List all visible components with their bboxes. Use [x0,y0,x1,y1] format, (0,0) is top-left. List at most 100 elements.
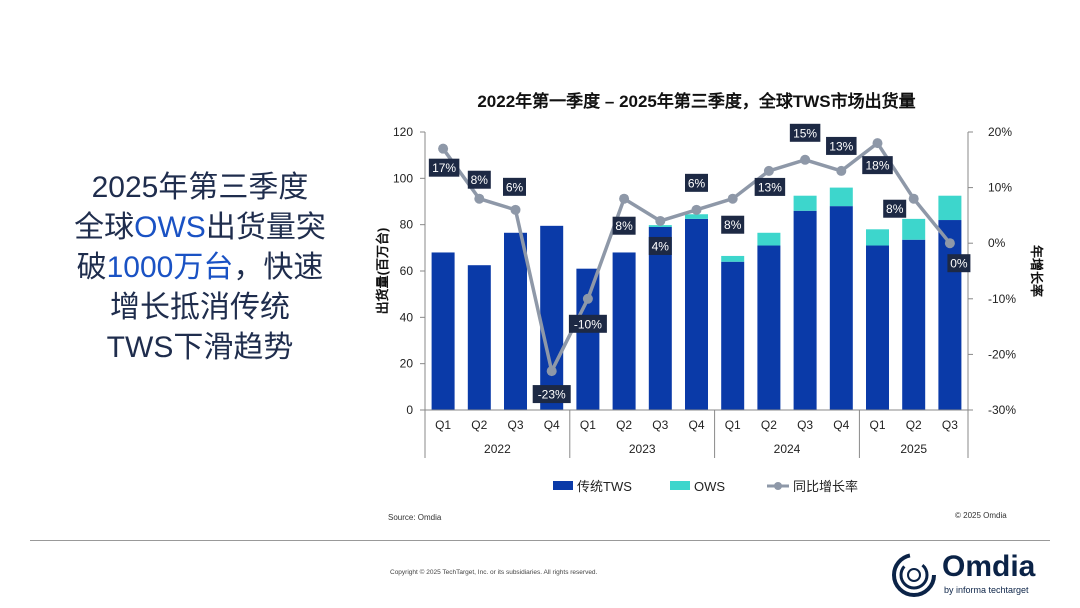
growth-label-box [568,314,607,333]
x-tick-label: Q2 [761,418,777,432]
headline-text: 破 [76,251,107,284]
x-tick-label: Q3 [797,418,813,432]
growth-point [908,193,919,204]
headline-highlight: 1000万台 [106,251,234,284]
bar-tws [612,252,636,410]
growth-point [474,193,485,204]
growth-label: 8% [886,202,904,216]
headline-line: 增长抵消传统 [110,291,290,324]
y-tick-label: 120 [393,125,413,139]
growth-point [763,165,774,176]
bar-ows [685,214,708,219]
growth-point [510,204,521,215]
x-tick-label: Q1 [580,418,596,432]
footer-copyright: Copyright © 2025 TechTarget, Inc. or its… [390,569,598,576]
y-tick-label: 0 [406,403,413,417]
growth-label: 13% [829,139,853,153]
year-label: 2025 [900,442,927,456]
growth-label-box [532,385,571,404]
chart-title: 2022年第一季度 – 2025年第三季度，全球TWS市场出货量 [477,91,915,111]
headline: 2025年第三季度 全球OWS出货量突 破1000万台，快速 增长抵消传统 TW… [40,168,360,368]
growth-label: 17% [432,161,456,175]
growth-label: 8% [724,218,742,232]
growth-point [836,165,847,176]
x-tick-label: Q3 [942,418,958,432]
x-tick-label: Q4 [833,418,849,432]
bar-ows [902,218,926,240]
y2-tick-label: 10% [988,181,1012,195]
y2-tick-label: -10% [988,292,1016,306]
growth-label: 6% [688,176,706,190]
y-tick-label: 60 [400,264,414,278]
y-axis-title: 出货量(百万台) [375,228,390,315]
y2-tick-label: -20% [988,347,1016,361]
x-tick-label: Q1 [435,418,451,432]
legend-swatch [553,481,573,490]
growth-label-box [612,216,636,235]
growth-point [546,366,557,377]
growth-point [691,204,702,215]
bar-tws [431,252,455,410]
y2-tick-label: -30% [988,403,1016,417]
omdia-logo: Omdia by informa techtarget [890,550,1060,600]
headline-text: 出货量突 [205,211,326,244]
y2-tick-label: 0% [988,236,1006,250]
legend-marker [774,482,782,490]
y-tick-label: 40 [400,310,414,324]
y2-axis-title: 年增长率 [1029,245,1044,297]
bar-ows [648,225,672,227]
growth-label: 4% [652,239,670,253]
omdia-logo-icon [892,553,936,597]
x-tick-label: Q1 [869,418,885,432]
growth-point [944,238,955,249]
growth-label: 15% [793,126,817,140]
headline-text: ，快速 [233,251,324,284]
y2-tick-label: 20% [988,125,1012,139]
bar-tws [504,232,527,410]
growth-label-box [685,173,708,192]
growth-label-box [789,123,821,142]
chart-copyright: © 2025 Omdia [955,511,1007,520]
bar-ows [793,195,817,211]
growth-point [438,143,449,154]
growth-point [582,293,593,304]
growth-label-box [721,215,745,234]
bar-tws [721,261,745,410]
bar-tws [829,206,853,410]
growth-label-box [467,170,491,189]
logo-sub: by informa techtarget [944,585,1029,595]
x-tick-label: Q2 [471,418,487,432]
headline-line: 破1000万台，快速 [40,248,360,288]
year-label: 2022 [484,442,511,456]
growth-label: -23% [538,388,566,402]
headline-text: 全球 [74,211,135,244]
bar-ows [866,229,889,246]
growth-label: 6% [506,180,524,194]
headline-highlight: OWS [134,211,206,244]
bar-tws [793,210,817,410]
growth-point [619,193,630,204]
legend-label: 同比增长率 [793,479,858,494]
bar-ows [829,187,853,207]
x-tick-label: Q2 [906,418,922,432]
x-tick-label: Q3 [652,418,668,432]
growth-point [872,138,883,149]
bar-tws [902,239,926,410]
bar-tws [467,265,491,410]
year-label: 2024 [774,442,801,456]
growth-point [727,193,738,204]
y-tick-label: 100 [393,171,413,185]
growth-label-box [883,199,907,218]
legend-label: 传统TWS [577,479,632,494]
y-tick-label: 80 [400,218,414,232]
bar-tws [648,226,672,410]
growth-label-box [947,254,971,273]
bar-ows [721,255,745,262]
x-tick-label: Q3 [507,418,523,432]
legend-label: OWS [694,479,725,494]
legend-swatch [670,481,690,490]
bar-ows [757,232,781,246]
growth-label-box [754,177,786,196]
headline-line: TWS下滑趋势 [106,331,294,364]
